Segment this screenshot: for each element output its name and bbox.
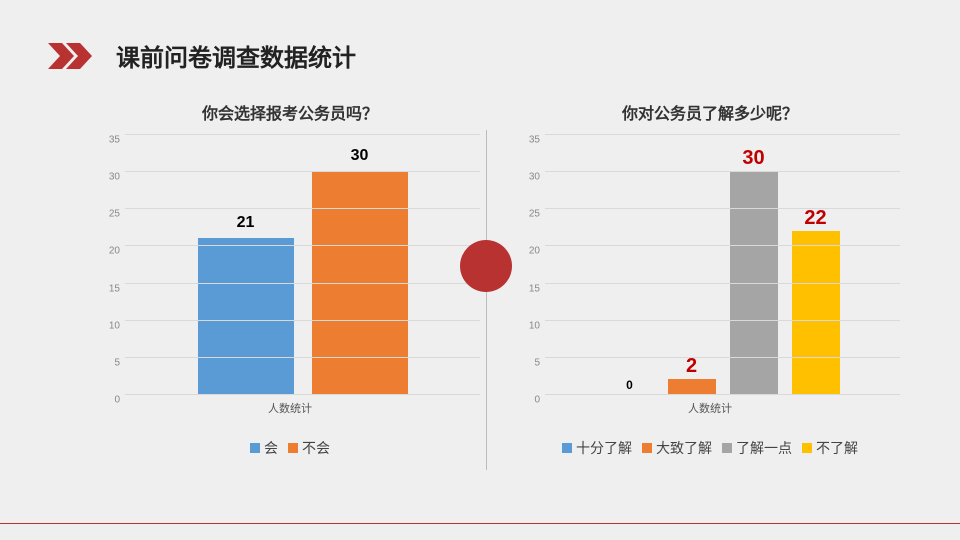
legend-swatch xyxy=(642,443,652,453)
chart-right-bars: 02 30 22 xyxy=(545,134,900,394)
slide-header: 课前问卷调查数据统计 xyxy=(48,38,356,73)
legend-item: 不会 xyxy=(288,438,330,458)
y-tick: 0 xyxy=(510,395,540,406)
bar-value-label: 22 xyxy=(766,207,866,230)
y-tick: 20 xyxy=(90,246,120,257)
legend-label: 十分了解 xyxy=(576,438,632,458)
y-tick: 35 xyxy=(510,135,540,146)
legend-swatch xyxy=(802,443,812,453)
bar: 2 xyxy=(668,379,716,394)
bar-rect xyxy=(792,231,840,394)
y-tick: 30 xyxy=(90,172,120,183)
y-tick: 10 xyxy=(510,320,540,331)
charts-row: 你会选择报考公务员吗？ 05101520253035 2130 人数统计 会不会… xyxy=(80,100,920,480)
legend-label: 了解一点 xyxy=(736,438,792,458)
legend-swatch xyxy=(250,443,260,453)
chart-right: 你对公务员了解多少呢？ 05101520253035 023022 人数统计 十… xyxy=(500,100,920,480)
bar: 21 xyxy=(198,238,294,394)
legend-item: 了解一点 xyxy=(722,438,792,458)
y-tick: 0 xyxy=(90,395,120,406)
grid-line xyxy=(545,171,900,172)
bar-value-label: 2 xyxy=(642,355,742,378)
legend-label: 不会 xyxy=(302,438,330,458)
grid-line xyxy=(545,320,900,321)
legend-item: 不了解 xyxy=(802,438,858,458)
grid-line xyxy=(545,245,900,246)
bottom-rule xyxy=(0,523,960,525)
bar: 22 xyxy=(792,231,840,394)
y-tick: 35 xyxy=(90,135,120,146)
legend-swatch xyxy=(722,443,732,453)
chart-left-yaxis: 05101520253035 xyxy=(90,134,120,394)
legend-label: 不了解 xyxy=(816,438,858,458)
y-tick: 25 xyxy=(90,209,120,220)
bar-value-label: 30 xyxy=(704,147,804,170)
bar-value-label: 30 xyxy=(310,147,410,165)
grid-line xyxy=(545,283,900,284)
y-tick: 25 xyxy=(510,209,540,220)
chevron-icon xyxy=(48,43,104,69)
legend-label: 会 xyxy=(264,438,278,458)
chart-left-bars: 21 30 xyxy=(125,134,480,394)
grid-line xyxy=(125,134,480,135)
grid-line xyxy=(545,208,900,209)
chart-right-xlabel: 人数统计 xyxy=(500,400,920,416)
grid-line xyxy=(125,357,480,358)
chart-left-legend: 会 不会 xyxy=(80,438,500,458)
chart-right-yaxis: 05101520253035 xyxy=(510,134,540,394)
grid-line xyxy=(545,134,900,135)
chart-left: 你会选择报考公务员吗？ 0 5 10 15 20 25 30 35 21 30 人数统计 会 不会 xyxy=(80,100,500,480)
bar-rect xyxy=(198,238,294,394)
chart-left-title: 你会选择报考公务员吗？ xyxy=(80,100,500,124)
legend-item: 会 xyxy=(250,438,278,458)
grid-line xyxy=(125,283,480,284)
y-tick: 5 xyxy=(90,357,120,368)
bar-value-label: 21 xyxy=(196,214,296,232)
bar-rect xyxy=(668,379,716,394)
y-tick: 30 xyxy=(510,172,540,183)
bar-value-label: 0 xyxy=(580,378,680,392)
chart-right-plot: 05101520253035 023022 xyxy=(545,134,900,394)
center-circle xyxy=(460,240,512,292)
y-tick: 15 xyxy=(510,283,540,294)
grid-line xyxy=(545,357,900,358)
grid-line xyxy=(125,394,480,395)
y-tick: 5 xyxy=(510,357,540,368)
chart-right-title: 你对公务员了解多少呢？ xyxy=(500,100,920,124)
chart-left-plot: 05101520253035 2130 xyxy=(125,134,480,394)
chart-right-legend: 十分了解 大致了解 了解一点 不了解 xyxy=(500,438,920,458)
legend-swatch xyxy=(288,443,298,453)
grid-line xyxy=(125,208,480,209)
y-tick: 10 xyxy=(90,320,120,331)
y-tick: 15 xyxy=(90,283,120,294)
grid-line xyxy=(125,171,480,172)
legend-item: 十分了解 xyxy=(562,438,632,458)
chart-left-xlabel: 人数统计 xyxy=(80,400,500,416)
grid-line xyxy=(125,245,480,246)
legend-label: 大致了解 xyxy=(656,438,712,458)
grid-line xyxy=(545,394,900,395)
grid-line xyxy=(125,320,480,321)
page-title: 课前问卷调查数据统计 xyxy=(116,38,356,73)
legend-item: 大致了解 xyxy=(642,438,712,458)
legend-swatch xyxy=(562,443,572,453)
y-tick: 20 xyxy=(510,246,540,257)
